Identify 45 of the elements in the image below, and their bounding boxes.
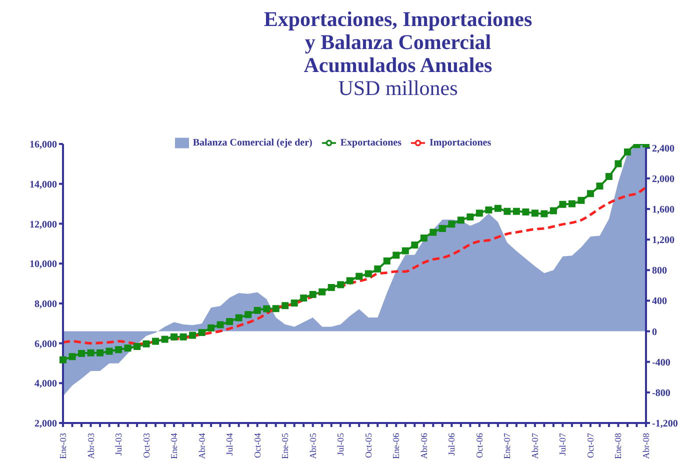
x-tick-label: Abr-03 bbox=[86, 432, 96, 459]
legend-label: Importaciones bbox=[429, 137, 492, 148]
x-tick-label: Abr-07 bbox=[530, 432, 540, 459]
y-tick-label: 12,000 bbox=[30, 219, 57, 230]
x-tick-label: Oct-07 bbox=[585, 432, 596, 458]
x-tick-label: Ene-06 bbox=[391, 432, 402, 459]
y-tick-label: 8,000 bbox=[34, 298, 57, 310]
y2-tick-label: 0 bbox=[652, 326, 657, 338]
legend-label: Balanza Comercial (eje der) bbox=[192, 137, 312, 148]
x-tick-label: Jul-07 bbox=[558, 432, 568, 456]
x-tick-label: Oct-06 bbox=[474, 432, 484, 458]
y-tick-label: 16,000 bbox=[30, 140, 57, 151]
x-tick-label: Abr-08 bbox=[641, 432, 651, 459]
x-tick-label: Ene-05 bbox=[280, 432, 290, 459]
y2-tick-label: 1,200 bbox=[652, 235, 674, 246]
y-tick-label: 6,000 bbox=[34, 338, 57, 350]
y2-tick-label: 2,000 bbox=[652, 174, 674, 185]
chart-subtitle: USD millones bbox=[337, 76, 459, 100]
y2-tick-label: -400 bbox=[652, 357, 670, 368]
x-tick-label: Oct-04 bbox=[252, 432, 262, 458]
x-tick-label: Jul-03 bbox=[114, 432, 124, 456]
legend-label: Exportaciones bbox=[340, 137, 402, 148]
x-tick-label: Ene-04 bbox=[169, 432, 180, 459]
x-tick-label: Jul-05 bbox=[336, 432, 346, 456]
y2-tick-label: 2,400 bbox=[652, 143, 674, 154]
y-tick-label: 14,000 bbox=[30, 179, 57, 190]
x-tick-label: Oct-05 bbox=[363, 432, 374, 458]
x-tick-label: Ene-03 bbox=[58, 432, 68, 459]
x-tick-label: Ene-08 bbox=[613, 432, 624, 459]
x-tick-label: Jul-04 bbox=[224, 432, 235, 456]
y2-tick-label: -1,200 bbox=[652, 418, 678, 430]
y2-tick-label: 800 bbox=[652, 266, 667, 277]
x-tick-label: Oct-03 bbox=[141, 432, 152, 458]
y2-tick-label: 1,600 bbox=[652, 204, 674, 216]
x-tick-label: Ene-07 bbox=[502, 432, 512, 459]
x-tick-label: Jul-06 bbox=[446, 432, 457, 456]
y2-tick-label: -800 bbox=[652, 388, 670, 399]
x-tick-label: Abr-05 bbox=[308, 432, 318, 459]
y2-tick-label: 400 bbox=[652, 296, 667, 308]
x-tick-label: Abr-04 bbox=[196, 432, 207, 459]
y-tick-label: 4,000 bbox=[34, 378, 57, 390]
y-tick-label: 2,000 bbox=[34, 418, 57, 430]
y-tick-label: 10,000 bbox=[30, 259, 57, 270]
x-tick-label: Abr-06 bbox=[418, 432, 429, 459]
chart-title: Exportaciones, Importaciones y Balanza Comercial Acumulados Anuales bbox=[262, 7, 534, 77]
